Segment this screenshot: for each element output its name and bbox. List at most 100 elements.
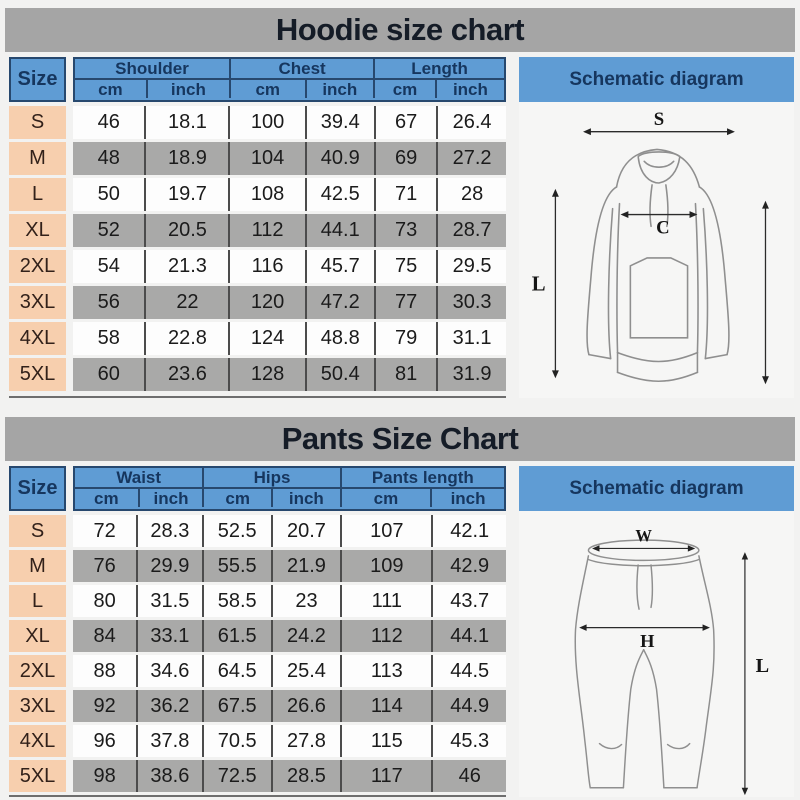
- value-cell: 26.4: [436, 106, 506, 139]
- value-cell: 26.6: [270, 690, 340, 722]
- value-cell: 112: [340, 620, 431, 652]
- unit-header: inch: [304, 80, 374, 98]
- value-cell: 88: [93, 659, 116, 682]
- pants-section: Pants Size Chart Size Waist Hips Pants l…: [0, 417, 800, 797]
- unit-header: inch: [271, 489, 340, 507]
- value-cell: 75: [373, 250, 436, 283]
- size-cell: 3XL: [9, 690, 66, 722]
- value-cell: 44.5: [431, 655, 505, 687]
- value-cell: 22.8: [144, 322, 228, 355]
- hips-measure-label: H: [640, 631, 655, 651]
- hoodie-title-bar: Hoodie size chart: [5, 8, 795, 52]
- hoodie-content: Size Shoulder Chest Length cm inch cm in…: [9, 57, 794, 398]
- value-cell: 52.5: [201, 515, 271, 547]
- table-row: 5XL 98 38.6 72.5 28.5 117 46: [9, 760, 506, 792]
- value-cell: 24.2: [270, 620, 340, 652]
- size-cell: 5XL: [9, 358, 66, 391]
- hoodie-table-body: S 46 18.1 100 39.4 67 26.4 M: [9, 106, 506, 391]
- value-cell: 71: [373, 178, 436, 211]
- unit-header: cm: [229, 80, 305, 98]
- value-cell: 50.4: [304, 358, 374, 391]
- value-cell: 67: [373, 106, 436, 139]
- length-measure-label: L: [532, 273, 546, 295]
- value-cell: 55.5: [201, 550, 271, 582]
- value-cell: 45.3: [431, 725, 505, 757]
- value-cell: 54: [97, 255, 120, 277]
- column-group-pants-length: Pants length: [339, 468, 504, 487]
- size-cell: S: [9, 106, 66, 139]
- value-cell: 73: [373, 214, 436, 247]
- value-cell: 67.5: [201, 690, 271, 722]
- unit-header: inch: [137, 489, 203, 507]
- value-cell: 23: [270, 585, 340, 617]
- table-row: 3XL 56 22 120 47.2 77 30.3: [9, 286, 506, 319]
- table-row: 3XL 92 36.2 67.5 26.6 114 44.9: [9, 690, 506, 722]
- waist-measure-label: W: [635, 526, 652, 545]
- size-column-header: Size: [9, 466, 66, 511]
- value-cell: 52: [97, 219, 120, 241]
- value-cell: 29.9: [136, 550, 201, 582]
- value-cell: 31.1: [436, 322, 506, 355]
- value-cell: 104: [228, 142, 304, 175]
- value-cell: 76: [93, 554, 116, 577]
- value-cell: 80: [93, 589, 116, 612]
- hoodie-section: Hoodie size chart Size Shoulder Chest Le…: [0, 8, 800, 398]
- value-cell: 100: [228, 106, 304, 139]
- value-cell: 28: [436, 178, 506, 211]
- pants-outline-drawing: W H L: [574, 526, 769, 796]
- unit-header: inch: [434, 80, 504, 98]
- value-cell: 42.5: [304, 178, 374, 211]
- unit-header: cm: [373, 80, 435, 98]
- value-cell: 77: [373, 286, 436, 319]
- value-cell: 29.5: [436, 250, 506, 283]
- size-column-header: Size: [9, 57, 66, 102]
- hoodie-measure-headers: Shoulder Chest Length cm inch cm inch cm…: [73, 57, 506, 102]
- value-cell: 20.5: [144, 214, 228, 247]
- size-cell: M: [9, 550, 66, 582]
- value-cell: 21.9: [270, 550, 340, 582]
- chest-measure-label: C: [656, 217, 670, 238]
- value-cell: 34.6: [136, 655, 201, 687]
- pants-size-table: Size Waist Hips Pants length cm inch cm …: [9, 466, 506, 797]
- value-cell: 64.5: [201, 655, 271, 687]
- unit-header: cm: [94, 488, 119, 508]
- value-cell: 114: [340, 690, 431, 722]
- value-cell: 39.4: [304, 106, 374, 139]
- value-cell: 28.5: [270, 760, 340, 792]
- size-cell: L: [9, 585, 66, 617]
- value-cell: 18.1: [144, 106, 228, 139]
- column-group-length: Length: [373, 59, 504, 78]
- column-group-chest: Chest: [229, 59, 373, 78]
- value-cell: 38.6: [136, 760, 201, 792]
- table-row: XL 84 33.1 61.5 24.2 112 44.1: [9, 620, 506, 652]
- value-cell: 112: [228, 214, 304, 247]
- value-cell: 128: [228, 358, 304, 391]
- size-cell: 4XL: [9, 725, 66, 757]
- value-cell: 92: [93, 694, 116, 717]
- hoodie-outline-drawing: S C L: [532, 110, 769, 385]
- value-cell: 124: [228, 322, 304, 355]
- unit-header: cm: [98, 79, 123, 99]
- value-cell: 116: [228, 250, 304, 283]
- table-row: 2XL 88 34.6 64.5 25.4 113 44.5: [9, 655, 506, 687]
- unit-header: inch: [430, 489, 504, 507]
- value-cell: 37.8: [136, 725, 201, 757]
- value-cell: 30.3: [436, 286, 506, 319]
- value-cell: 19.7: [144, 178, 228, 211]
- column-group-shoulder: Shoulder: [115, 59, 189, 78]
- value-cell: 40.9: [304, 142, 374, 175]
- table-row: S 46 18.1 100 39.4 67 26.4: [9, 106, 506, 139]
- table-row: 5XL 60 23.6 128 50.4 81 31.9: [9, 358, 506, 391]
- value-cell: 47.2: [304, 286, 374, 319]
- value-cell: 28.7: [436, 214, 506, 247]
- value-cell: 72: [93, 519, 116, 542]
- value-cell: 31.5: [136, 585, 201, 617]
- value-cell: 113: [340, 655, 431, 687]
- value-cell: 46: [97, 111, 120, 133]
- value-cell: 31.9: [436, 358, 506, 391]
- value-cell: 58.5: [201, 585, 271, 617]
- section-divider: [0, 398, 800, 417]
- table-row: XL 52 20.5 112 44.1 73 28.7: [9, 214, 506, 247]
- value-cell: 18.9: [144, 142, 228, 175]
- value-cell: 42.1: [431, 515, 505, 547]
